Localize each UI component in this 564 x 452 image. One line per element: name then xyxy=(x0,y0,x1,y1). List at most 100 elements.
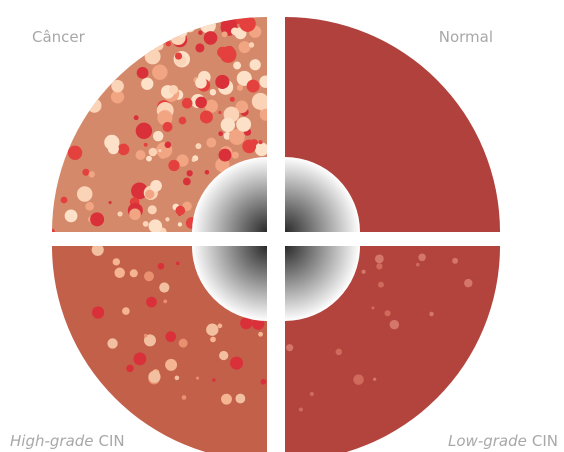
cell-dot xyxy=(210,337,216,343)
cell-dot xyxy=(118,144,130,156)
cell-dot xyxy=(145,49,161,65)
cell-dot xyxy=(163,300,167,304)
cell-dot xyxy=(159,282,169,292)
cell-dot xyxy=(176,26,187,37)
cell-dot xyxy=(183,178,191,186)
cell-dot xyxy=(176,262,180,266)
cell-dot xyxy=(259,140,263,144)
cell-dot xyxy=(165,359,177,371)
cell-dot xyxy=(205,170,210,175)
cell-dot xyxy=(168,160,179,171)
cell-dot xyxy=(235,394,245,404)
cell-dot xyxy=(130,55,137,62)
cell-dot xyxy=(218,111,221,114)
cell-dot xyxy=(90,212,104,226)
cell-dot xyxy=(255,142,269,156)
cell-dot xyxy=(141,78,153,90)
cell-dot xyxy=(250,59,261,70)
cell-dot xyxy=(252,93,269,110)
cell-dot xyxy=(179,117,187,125)
cell-dot xyxy=(61,197,68,204)
cell-dot xyxy=(218,324,223,329)
cell-dot xyxy=(452,258,458,264)
cell-dot xyxy=(158,263,165,270)
cell-dot xyxy=(178,222,182,226)
cell-dot xyxy=(113,258,120,265)
cell-dot xyxy=(204,31,218,45)
cell-dot xyxy=(310,392,314,396)
cell-dot xyxy=(221,394,232,405)
cell-dot xyxy=(89,171,95,177)
cell-dot xyxy=(144,143,148,147)
label-cancer: Câncer xyxy=(32,28,86,46)
cell-dot xyxy=(50,162,61,173)
illustration: Câncer Normal High-gradeCIN Low-gradeCIN xyxy=(0,0,564,452)
cell-dot xyxy=(175,53,182,60)
cell-dot xyxy=(169,85,178,94)
cell-dot xyxy=(158,149,161,152)
cell-dot xyxy=(92,306,104,318)
cell-dot xyxy=(378,282,384,288)
cell-dot xyxy=(373,378,376,381)
cell-dot xyxy=(145,190,154,199)
label-part: Low-grade xyxy=(448,432,527,450)
cell-dot xyxy=(206,324,218,336)
cell-dot xyxy=(153,131,164,142)
cell-dot xyxy=(68,146,82,160)
cell-dot xyxy=(198,18,203,23)
label-part: CIN xyxy=(532,432,558,450)
cell-dot xyxy=(129,208,141,220)
cell-dot xyxy=(429,312,433,316)
cell-dot xyxy=(179,339,188,348)
cell-dot xyxy=(165,331,176,342)
cell-dot xyxy=(117,211,122,216)
cell-dot xyxy=(114,268,124,278)
cell-dot xyxy=(182,98,193,109)
cell-dot xyxy=(109,201,112,204)
cell-dot xyxy=(212,378,215,381)
cell-dot xyxy=(65,209,78,222)
cell-dot xyxy=(219,149,232,162)
cell-dot xyxy=(230,97,235,102)
label-part: CIN xyxy=(99,432,125,450)
label-low-grade: Low-grade CIN xyxy=(448,432,558,450)
cell-dot xyxy=(198,30,203,35)
cell-dot xyxy=(171,30,186,45)
cell-dot xyxy=(375,254,384,263)
cell-dot xyxy=(260,109,272,121)
cell-dot xyxy=(215,75,229,89)
cell-dot xyxy=(182,395,187,400)
cell-dot xyxy=(218,131,223,136)
cell-dot xyxy=(376,263,382,269)
cell-dot xyxy=(165,217,169,221)
cell-dot xyxy=(152,64,167,79)
cell-dot xyxy=(111,80,124,93)
cell-dot xyxy=(371,306,374,309)
cell-dot xyxy=(195,77,207,89)
cell-dot xyxy=(239,16,255,32)
cell-dot xyxy=(144,271,154,281)
cell-dot xyxy=(150,180,162,192)
cell-dot xyxy=(187,170,193,176)
cell-dot xyxy=(137,67,149,79)
cell-dot xyxy=(210,89,216,95)
cell-dot xyxy=(259,75,271,87)
cell-dot xyxy=(136,150,146,160)
cell-dot xyxy=(336,349,342,355)
cell-dot xyxy=(258,332,263,337)
cell-dot xyxy=(237,85,243,91)
cell-dot xyxy=(148,205,157,214)
cell-dot xyxy=(231,27,239,35)
cell-dot xyxy=(200,110,213,123)
cell-dot xyxy=(236,117,251,132)
cell-dot xyxy=(175,206,185,216)
cell-dot xyxy=(92,244,104,256)
cell-dot xyxy=(185,23,195,33)
cell-dot xyxy=(418,253,426,261)
label-part: High-grade xyxy=(10,432,94,450)
cell-dot xyxy=(200,18,216,34)
cell-dot xyxy=(195,43,204,52)
cell-dot xyxy=(353,374,364,385)
cell-dot xyxy=(85,202,94,211)
cell-dot xyxy=(143,221,149,227)
